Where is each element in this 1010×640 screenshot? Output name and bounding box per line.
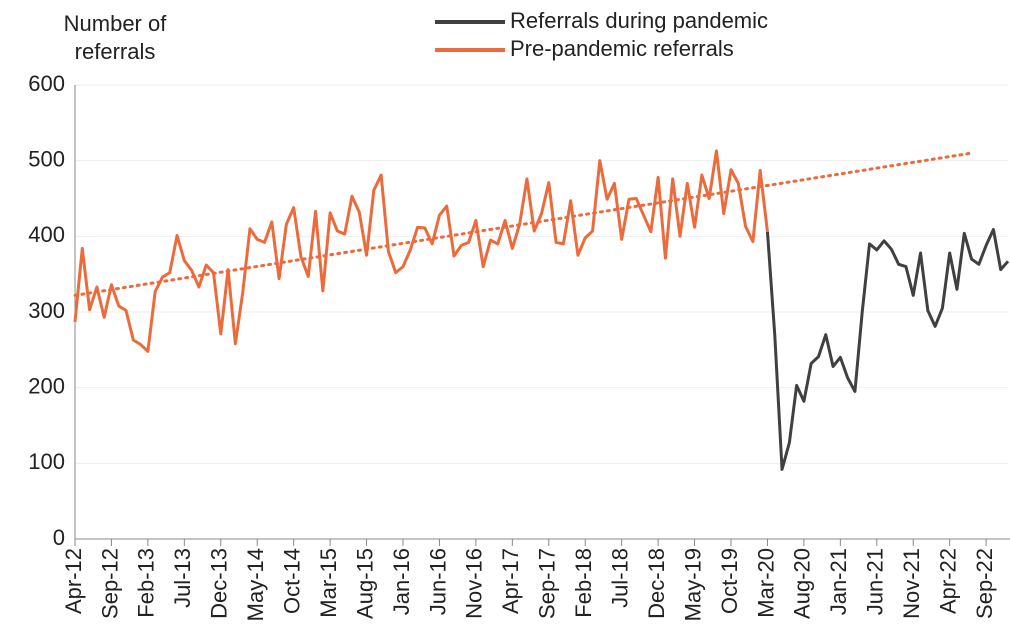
x-tick-label: Jun-16 [425, 548, 450, 615]
x-tick-label: Jan-21 [826, 548, 851, 615]
x-tick-label: Apr-17 [498, 548, 523, 614]
x-tick-label: Sep-22 [972, 548, 997, 619]
y-tick-label: 200 [28, 373, 65, 398]
x-tick-label: Aug-15 [352, 548, 377, 619]
x-tick-label: May-14 [243, 548, 268, 621]
y-tick-label: 100 [28, 449, 65, 474]
x-tick-label: Dec-18 [644, 548, 669, 619]
x-tick-label: Jun-21 [863, 548, 888, 615]
series-line [73, 149, 769, 353]
x-tick-label: Nov-16 [462, 548, 487, 619]
y-tick-label: 500 [28, 146, 65, 171]
legend-label: Pre-pandemic referrals [510, 36, 734, 61]
y-tick-label: 300 [28, 298, 65, 323]
x-tick-label: Aug-20 [790, 548, 815, 619]
x-tick-label: Oct-19 [717, 548, 742, 614]
x-tick-label: May-19 [680, 548, 705, 621]
x-tick-label: Mar-20 [753, 548, 778, 618]
y-tick-label: 400 [28, 222, 65, 247]
trend-line [73, 151, 974, 297]
series-line [765, 228, 1010, 471]
x-tick-label: Sep-17 [535, 548, 560, 619]
legend-label: Referrals during pandemic [510, 8, 768, 33]
x-tick-label: Jul-18 [607, 548, 632, 608]
x-tick-label: Feb-18 [571, 548, 596, 618]
x-tick-label: Dec-13 [207, 548, 232, 619]
x-tick-label: Apr-12 [61, 548, 86, 614]
x-tick-label: Feb-13 [134, 548, 159, 618]
y-tick-label: 600 [28, 71, 65, 96]
x-tick-label: Sep-12 [97, 548, 122, 619]
x-tick-label: Mar-15 [316, 548, 341, 618]
x-tick-label: Apr-22 [936, 548, 961, 614]
x-tick-label: Oct-14 [279, 548, 304, 614]
x-tick-label: Jul-13 [170, 548, 195, 608]
y-axis-title: Number of referrals [63, 11, 167, 64]
x-tick-label: Jan-16 [389, 548, 414, 615]
x-tick-label: Nov-21 [899, 548, 924, 619]
y-tick-label: 0 [53, 525, 65, 550]
